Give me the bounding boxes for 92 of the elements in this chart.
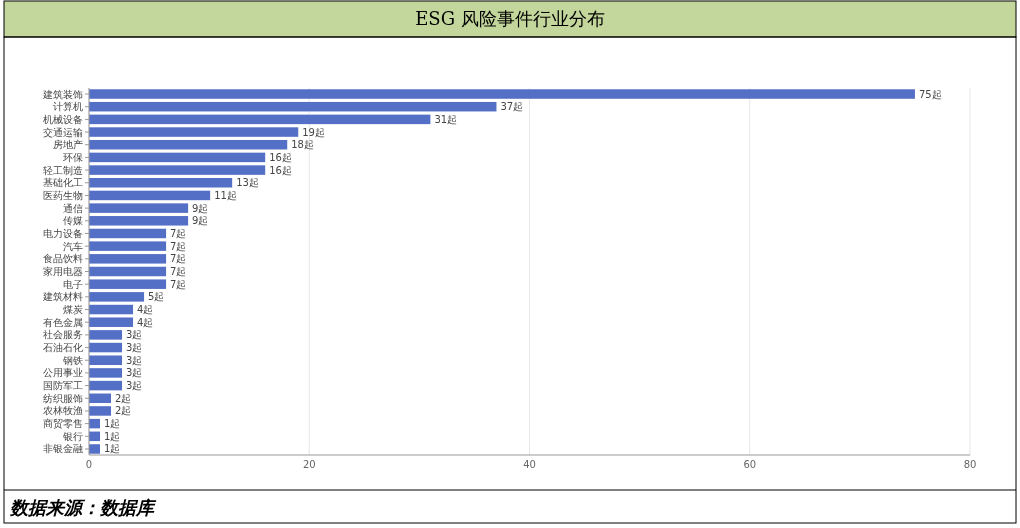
bar [89, 304, 134, 315]
y-tick-label: 公用事业 [43, 367, 83, 379]
data-label: 7起 [170, 266, 187, 277]
data-label: 3起 [126, 329, 143, 341]
data-label: 3起 [126, 367, 143, 379]
y-tick-label: 传媒 [63, 215, 83, 227]
x-tick-label: 40 [523, 459, 536, 470]
data-label: 16起 [269, 164, 292, 176]
data-label: 9起 [192, 215, 209, 227]
bar [89, 317, 134, 327]
y-tick-label: 轻工制造 [43, 164, 83, 176]
y-tick-label: 商贸零售 [43, 418, 83, 430]
y-tick-label: 电子 [63, 278, 83, 290]
y-tick-label: 交通运输 [43, 126, 83, 138]
y-tick-label: 国防军工 [43, 380, 83, 392]
data-label: 9起 [192, 202, 209, 214]
source-note: 数据来源：数据库 [9, 497, 157, 518]
data-label: 16起 [269, 151, 292, 163]
bar [89, 380, 123, 391]
y-tick-label: 计算机 [53, 101, 83, 113]
data-label: 18起 [291, 139, 314, 151]
bar [89, 279, 167, 289]
data-label: 1起 [104, 430, 121, 442]
data-label: 19起 [302, 126, 325, 138]
x-tick-label: 60 [743, 459, 757, 470]
data-label: 3起 [126, 380, 143, 392]
y-tick-label: 农林牧渔 [43, 405, 83, 417]
data-label: 11起 [214, 189, 237, 201]
bar [89, 444, 101, 454]
bar [89, 228, 167, 239]
chart-title: ESG 风险事件行业分布 [415, 8, 605, 29]
data-label: 7起 [170, 240, 187, 252]
bar [89, 254, 167, 264]
y-tick-label: 家用电器 [43, 266, 83, 277]
bar [89, 101, 497, 112]
bar [89, 330, 123, 340]
bar [89, 190, 211, 201]
data-label: 2起 [115, 392, 132, 404]
y-tick-label: 汽车 [63, 240, 83, 252]
bar [89, 266, 167, 277]
y-tick-label: 环保 [63, 151, 83, 163]
y-tick-label: 基础化工 [43, 177, 83, 189]
data-label: 13起 [236, 177, 259, 189]
data-label: 5起 [148, 291, 165, 303]
bar [89, 114, 431, 125]
y-tick-label: 机械设备 [43, 113, 83, 125]
data-label: 4起 [137, 304, 154, 316]
y-tick-label: 纺织服饰 [43, 392, 83, 404]
data-label: 75起 [918, 88, 942, 100]
data-label: 7起 [170, 278, 187, 290]
bar [89, 178, 233, 188]
x-tick-label: 0 [85, 459, 93, 470]
y-tick-label: 有色金属 [43, 316, 83, 328]
bar [89, 292, 145, 302]
bar [89, 393, 112, 404]
data-label: 37起 [500, 101, 524, 113]
data-label: 2起 [115, 405, 132, 417]
y-tick-label: 银行 [62, 430, 83, 442]
bar [89, 368, 123, 378]
y-tick-label: 通信 [63, 202, 83, 214]
y-tick-label: 钢铁 [62, 354, 83, 366]
bar [89, 152, 266, 163]
y-tick-label: 房地产 [53, 139, 83, 151]
y-tick-label: 电力设备 [43, 227, 83, 239]
y-tick-label: 医药生物 [43, 189, 83, 201]
data-label: 1起 [104, 418, 121, 430]
bar [89, 355, 123, 365]
bar [89, 406, 112, 416]
bar [89, 139, 288, 150]
data-label: 7起 [170, 253, 187, 265]
bar [89, 165, 266, 175]
y-tick-label: 石油石化 [43, 342, 83, 354]
y-tick-label: 建筑材料 [42, 291, 83, 303]
x-tick-label: 20 [302, 459, 316, 470]
x-tick-label: 80 [963, 459, 977, 470]
data-label: 3起 [126, 342, 143, 354]
data-label: 7起 [170, 227, 187, 239]
y-tick-label: 煤炭 [63, 304, 83, 316]
data-label: 1起 [104, 443, 121, 455]
bar [89, 216, 189, 226]
bar [89, 241, 167, 251]
data-label: 4起 [137, 316, 154, 328]
bar [89, 342, 123, 353]
y-tick-label: 建筑装饰 [42, 88, 83, 100]
y-tick-label: 社会服务 [43, 329, 83, 341]
data-label: 31起 [434, 113, 458, 125]
bar [89, 89, 915, 99]
y-tick-label: 非银金融 [43, 443, 83, 455]
data-label: 3起 [126, 354, 143, 366]
bar [89, 203, 189, 213]
bar [89, 127, 299, 137]
y-tick-label: 食品饮料 [43, 253, 83, 265]
